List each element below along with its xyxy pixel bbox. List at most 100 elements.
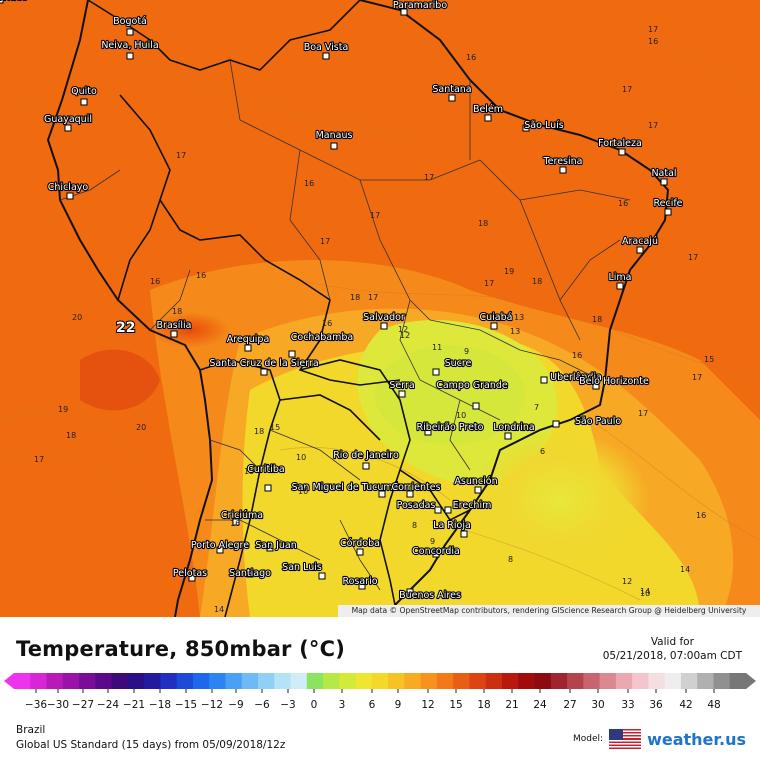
city-marker[interactable]: Belo Horizonte <box>578 375 650 390</box>
scale-swatch <box>534 673 552 689</box>
scale-tick-label: −36 <box>25 699 47 711</box>
city-marker[interactable]: Asunción <box>453 475 499 494</box>
city-marker[interactable]: Posadas <box>396 499 442 514</box>
city-marker[interactable]: Pelotas <box>172 567 208 582</box>
scale-swatch <box>95 673 113 689</box>
contour-value-label: 12 <box>622 577 632 586</box>
city-marker[interactable]: Concordia <box>411 545 461 558</box>
brand-block[interactable]: Model: weather.us <box>573 729 746 749</box>
city-label: Campo Grande <box>436 380 508 391</box>
city-marker[interactable]: Santa Cruz de la Sierra <box>208 357 320 376</box>
city-marker[interactable]: Rio de Janeiro <box>332 449 400 470</box>
brand-logo[interactable]: weather.us <box>647 729 746 749</box>
map-title: Temperature, 850mbar (°C) <box>16 637 346 661</box>
city-label: Paramaribo <box>393 0 448 11</box>
scale-swatch <box>355 673 373 689</box>
city-marker[interactable]: Neiva, Huila <box>100 39 160 60</box>
city-label: Pelotas <box>173 568 207 579</box>
city-marker[interactable]: Uberlândia <box>540 371 603 384</box>
scale-tick-label: 9 <box>395 699 402 711</box>
city-marker[interactable]: Rosario <box>341 575 379 590</box>
city-marker[interactable]: Paramaribo <box>392 0 448 16</box>
city-marker[interactable]: Arequipa <box>226 333 270 352</box>
city-label: Boa Vista <box>304 42 349 53</box>
city-dot <box>380 322 388 330</box>
city-marker[interactable]: Recife <box>652 197 684 216</box>
city-marker[interactable]: Córdoba <box>339 537 381 556</box>
city-dot <box>444 506 452 514</box>
city-marker[interactable]: Fortaleza <box>597 137 643 156</box>
city-marker[interactable]: São Luís <box>522 119 565 132</box>
city-marker[interactable]: Londrina <box>492 421 536 440</box>
scale-swatch <box>144 673 161 689</box>
city-marker[interactable]: Quito <box>70 85 98 106</box>
city-marker[interactable]: Aracajú <box>621 235 659 254</box>
city-marker[interactable]: Natal <box>650 167 678 186</box>
city-marker[interactable]: Cochabamba <box>288 331 354 358</box>
city-marker[interactable]: San Miguel de Tucumán <box>290 481 406 498</box>
city-dot <box>664 208 672 216</box>
city-marker[interactable]: Ribeirão Preto <box>415 421 485 436</box>
valid-time-block: Valid for 05/21/2018, 07:00am CDT <box>603 635 742 663</box>
contour-value-label: 20 <box>136 423 146 432</box>
info-block: Brazil Global US Standard (15 days) from… <box>16 723 285 753</box>
contour-value-label: 17 <box>622 85 632 94</box>
city-dot <box>356 548 364 556</box>
city-marker[interactable]: São Paulo <box>552 415 622 428</box>
city-marker[interactable]: Brasília <box>155 319 193 338</box>
contour-value-label: 19 <box>58 405 68 414</box>
city-marker[interactable]: Montevideo <box>0 0 29 4</box>
city-label: Chiclayo <box>48 182 89 193</box>
city-marker[interactable]: Teresina <box>541 155 584 174</box>
city-marker[interactable]: Lima <box>607 271 633 290</box>
city-marker[interactable]: Salvador <box>362 311 406 330</box>
city-marker[interactable]: Boa Vista <box>303 41 349 60</box>
city-marker[interactable]: Belém <box>472 103 504 122</box>
city-marker[interactable]: Curitiba <box>246 463 286 492</box>
temperature-map[interactable]: Paramaribo Bogotá Neiva, Huila Boa Vista Qui… <box>0 0 760 617</box>
city-dot <box>0 0 4 4</box>
scale-tick-label: 24 <box>533 699 547 711</box>
city-dot <box>448 94 456 102</box>
city-marker[interactable]: Cuiabá <box>478 311 514 330</box>
city-marker[interactable]: Bogotá <box>112 15 148 36</box>
scale-tick-label: 12 <box>421 699 434 711</box>
city-marker[interactable]: Serra <box>388 379 416 398</box>
city-marker[interactable]: Santana <box>431 83 473 102</box>
city-marker[interactable]: Campo Grande <box>435 379 509 410</box>
valid-label: Valid for <box>650 636 694 648</box>
city-marker[interactable]: Sucre <box>432 357 473 376</box>
city-label: La Rioja <box>433 520 471 531</box>
city-dot <box>378 490 386 498</box>
city-marker[interactable]: Buenos Aires <box>398 588 462 602</box>
scale-swatch <box>388 673 405 689</box>
city-label: Natal <box>651 168 676 179</box>
scale-swatch <box>599 673 617 689</box>
city-marker[interactable]: Santiago <box>228 567 272 580</box>
city-marker[interactable]: San Juan <box>254 539 298 552</box>
city-marker[interactable]: Criciúma <box>220 509 264 526</box>
scale-tick-label: 6 <box>369 699 376 711</box>
city-label: Quito <box>71 86 97 97</box>
scale-swatch <box>225 673 243 689</box>
scale-swatch <box>648 673 666 689</box>
contour-value-label: 8 <box>412 521 417 530</box>
scale-tick-label: 27 <box>563 699 576 711</box>
city-marker[interactable]: La Rioja <box>432 519 472 538</box>
city-dot <box>246 570 254 578</box>
city-label: Belo Horizonte <box>579 376 649 387</box>
city-marker[interactable]: San Luis <box>281 561 326 580</box>
city-marker[interactable]: Chiclayo <box>47 181 89 200</box>
contour-value-label: 14 <box>214 605 224 614</box>
city-label: Recife <box>653 198 682 209</box>
scale-swatch <box>485 673 503 689</box>
scale-swatch <box>518 673 536 689</box>
city-marker[interactable]: Porto Alegre <box>190 539 250 554</box>
legend-panel: Temperature, 850mbar (°C) Valid for 05/2… <box>0 617 760 760</box>
city-marker[interactable]: Corrientes <box>390 481 442 498</box>
city-marker[interactable]: Guayaquil <box>43 113 93 132</box>
city-marker[interactable]: Erechim <box>444 499 492 514</box>
city-marker[interactable]: Manaus <box>314 129 354 150</box>
contour-value-label: 12 <box>398 325 408 334</box>
contour-value-label: 16 <box>572 351 582 360</box>
